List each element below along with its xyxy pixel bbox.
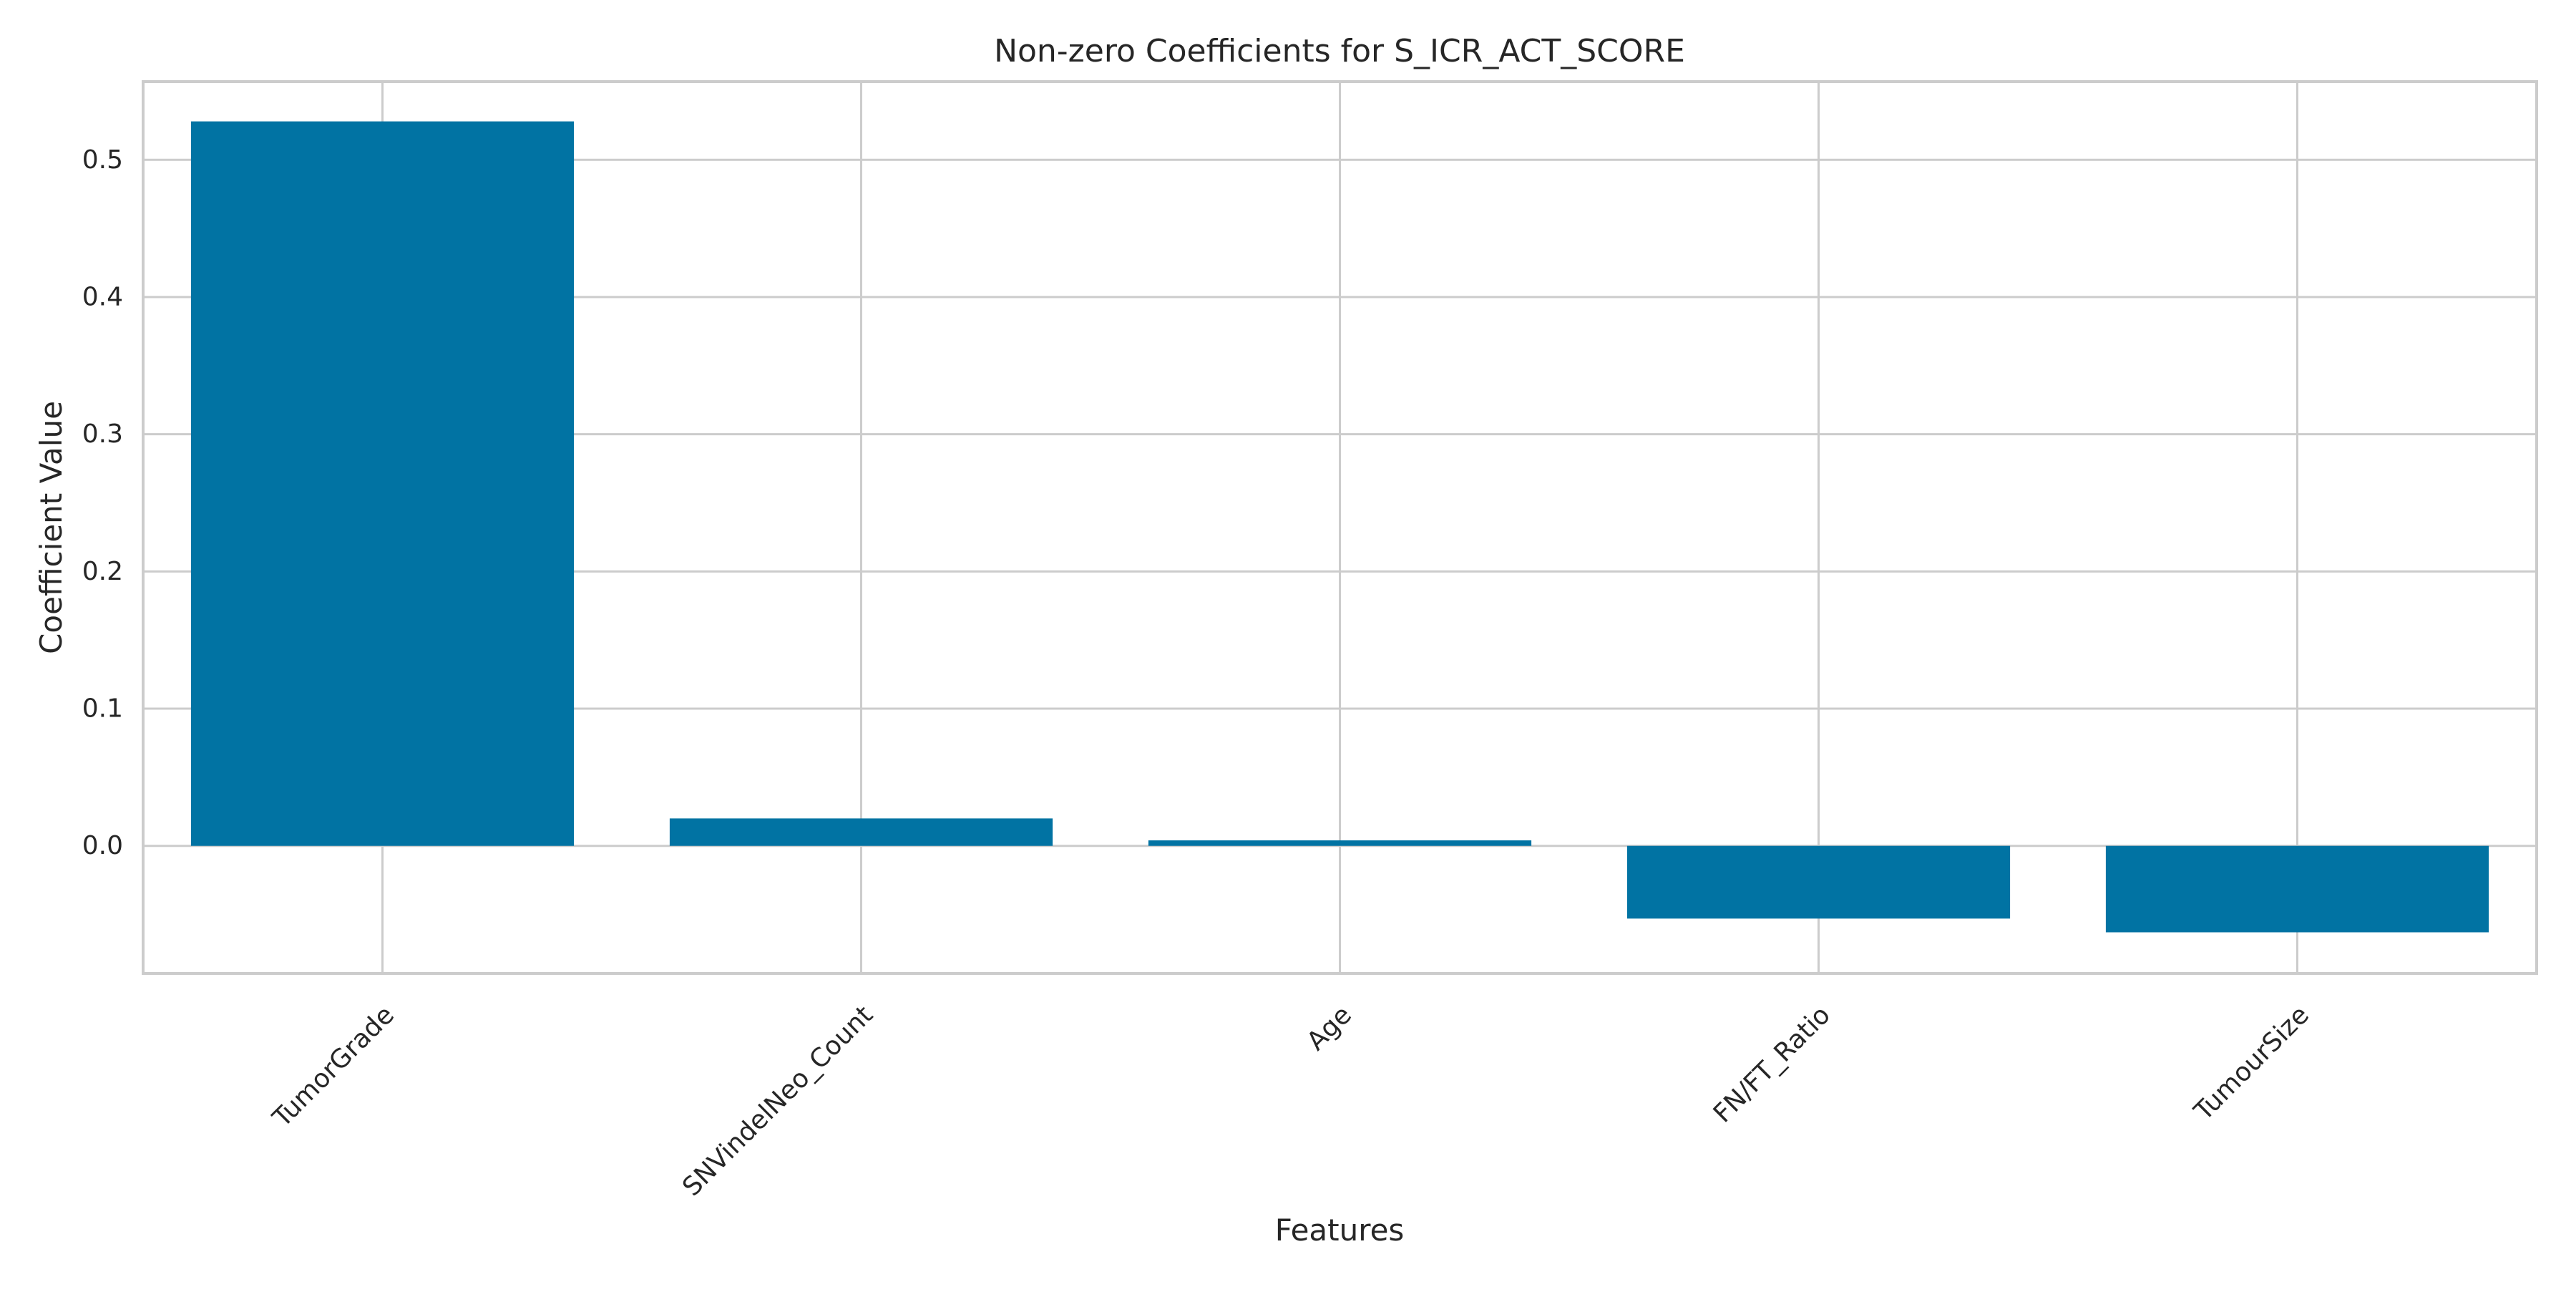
bar-tumorgrade xyxy=(190,121,575,846)
y-tick-labels: 0.0 0.1 0.2 0.3 0.4 0.5 xyxy=(82,145,123,860)
bar-age xyxy=(1148,840,1532,846)
x-axis-label: Features xyxy=(1275,1213,1405,1248)
chart-title: Non-zero Coefficients for S_ICR_ACT_SCOR… xyxy=(994,33,1685,69)
y-tick-label: 0.1 xyxy=(82,694,123,724)
plot-frame xyxy=(142,80,2538,975)
y-tick-label: 0.4 xyxy=(82,282,123,311)
y-tick-label: 0.2 xyxy=(82,557,123,586)
y-tick-label: 0.5 xyxy=(82,145,123,175)
y-tick-label: 0.0 xyxy=(82,831,123,860)
y-tick-label: 0.3 xyxy=(82,419,123,449)
bars xyxy=(190,121,2489,933)
bar-fn-ft-ratio xyxy=(1626,845,2011,919)
y-axis-label: Coefficient Value xyxy=(34,401,69,654)
bar-tumoursize xyxy=(2105,845,2489,933)
bar-snvindelneo-count xyxy=(669,818,1053,846)
